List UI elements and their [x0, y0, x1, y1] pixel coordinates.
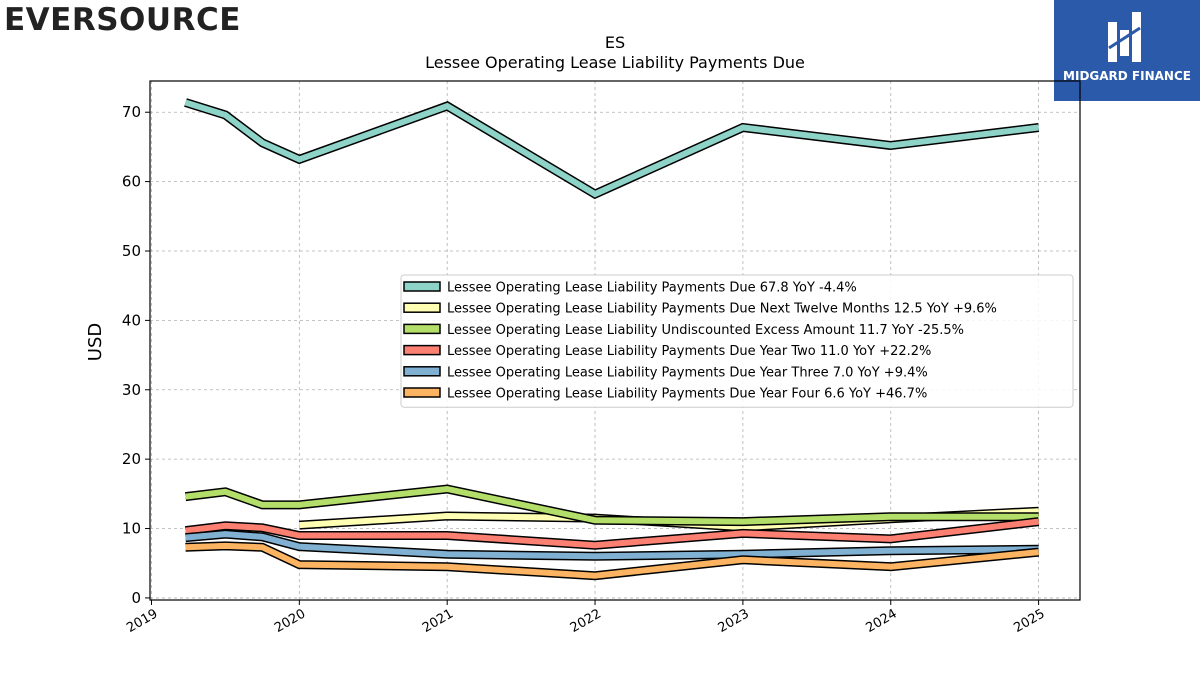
axis-ticks: 2019 2020 2021 2022 2023 2024 2025 0 10 20 30 40 50 6… — [122, 103, 1048, 636]
legend-label: Lessee Operating Lease Liability Payment… — [447, 387, 927, 402]
series-line-fill — [185, 531, 1039, 560]
brand-logo: EVERSOURCE — [4, 2, 241, 38]
y-tick-label: 40 — [122, 311, 141, 329]
legend-swatch — [403, 387, 441, 398]
legend-label: Lessee Operating Lease Liability Undisco… — [447, 323, 964, 338]
legend-item: Lessee Operating Lease Liability Payment… — [403, 365, 928, 380]
chart-subtitle: Lessee Operating Lease Liability Payment… — [425, 53, 805, 72]
plot-frame — [149, 80, 1081, 601]
y-tick-label: 30 — [122, 381, 141, 399]
legend-item: Lessee Operating Lease Liability Payment… — [403, 302, 997, 317]
x-tick-label: 2021 — [420, 606, 456, 636]
legend-item: Lessee Operating Lease Liability Undisco… — [403, 323, 964, 338]
legend-item: Lessee Operating Lease Liability Payment… — [403, 387, 927, 402]
y-tick-label: 60 — [122, 173, 141, 191]
legend-label: Lessee Operating Lease Liability Payment… — [447, 281, 857, 296]
series-line — [184, 517, 1040, 550]
series-line — [184, 484, 1039, 527]
series-line-fill — [184, 99, 1039, 198]
x-tick-label: 2020 — [272, 606, 308, 636]
legend-label: Lessee Operating Lease Liability Payment… — [447, 365, 928, 380]
legend-box — [400, 274, 1074, 408]
y-tick-label: 50 — [122, 242, 141, 260]
partner-logo: MIDGARD FINANCE — [1054, 0, 1200, 101]
series-line — [184, 98, 1040, 200]
x-tick-label: 2022 — [568, 606, 604, 636]
y-tick-label: 70 — [122, 103, 141, 121]
x-tick-label: 2023 — [716, 606, 752, 636]
y-axis-label: USD — [85, 323, 106, 361]
partner-logo-mark — [1108, 12, 1141, 62]
x-tick-label: 2024 — [864, 606, 900, 636]
series-line — [185, 529, 1039, 561]
x-tick-label: 2019 — [124, 606, 160, 636]
legend-swatch — [403, 366, 441, 377]
legend-swatch — [403, 323, 441, 335]
series-lines — [184, 98, 1040, 581]
legend-swatch — [403, 281, 441, 292]
legend: Lessee Operating Lease Liability Payment… — [400, 274, 1074, 408]
series-line-fill — [185, 485, 1039, 525]
legend-label: Lessee Operating Lease Liability Payment… — [447, 302, 997, 317]
legend-swatch — [403, 344, 441, 356]
legend-swatch — [403, 302, 441, 313]
chart-title: ES — [605, 33, 625, 52]
series-line-fill — [185, 518, 1039, 549]
partner-logo-text: MIDGARD FINANCE — [1063, 69, 1191, 83]
series-line-outline — [184, 98, 1040, 200]
y-tick-label: 20 — [122, 450, 141, 468]
series-line-fill — [185, 542, 1039, 579]
y-tick-label: 0 — [131, 589, 141, 607]
legend-label: Lessee Operating Lease Liability Payment… — [447, 344, 931, 359]
y-tick-label: 10 — [122, 520, 141, 538]
series-line — [185, 541, 1040, 581]
x-tick-label: 2025 — [1011, 606, 1047, 636]
legend-item: Lessee Operating Lease Liability Payment… — [403, 344, 931, 359]
legend-item: Lessee Operating Lease Liability Payment… — [403, 281, 857, 296]
brand-logo-text: EVERSOURCE — [4, 2, 241, 38]
